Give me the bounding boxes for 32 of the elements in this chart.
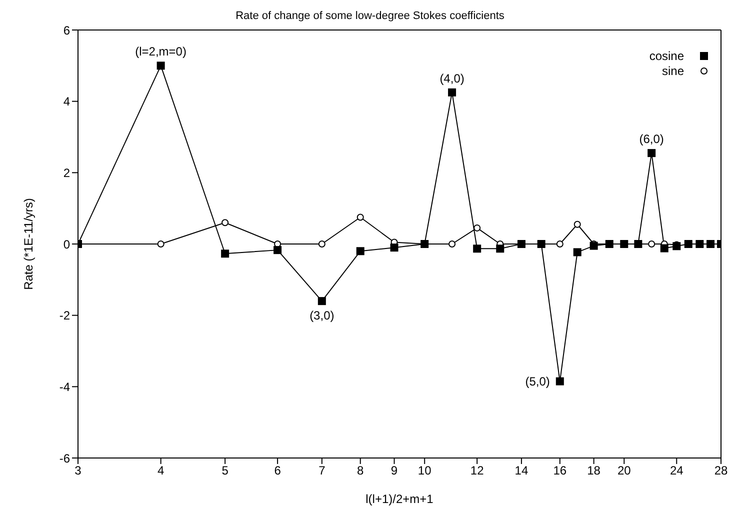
x-tick-label: 8	[357, 464, 364, 478]
legend-label: sine	[662, 64, 684, 78]
y-tick-label: -4	[59, 380, 70, 394]
y-tick-label: 2	[63, 166, 70, 180]
annotation: (l=2,m=0)	[135, 44, 186, 59]
y-tick-label: 0	[63, 237, 70, 252]
y-tick-label: -6	[59, 451, 70, 466]
annotation: (6,0)	[639, 132, 664, 146]
y-tick-label: 4	[63, 94, 70, 109]
x-tick-label: 7	[318, 464, 326, 478]
legend-label: cosine	[649, 48, 684, 62]
x-tick-label: 16	[553, 464, 567, 478]
x-tick-label: 3	[74, 464, 82, 478]
x-tick-label: 6	[274, 464, 282, 478]
x-tick-label: 4	[157, 464, 164, 478]
x-tick-label: 14	[514, 464, 528, 478]
x-axis-title: l(l+1)/2+m+1	[366, 492, 434, 506]
x-tick-label: 24	[670, 464, 684, 478]
x-tick-label: 18	[587, 464, 601, 478]
annotation: (5,0)	[525, 374, 550, 389]
y-tick-label: -2	[59, 308, 70, 323]
y-axis-title: Rate (*1E-11/yrs)	[21, 198, 36, 290]
chart-title: Rate of change of some low-degree Stokes coefficients	[234, 10, 506, 22]
x-tick-label: 12	[470, 464, 484, 478]
x-tick-label: 5	[222, 464, 229, 478]
x-tick-label: 28	[714, 464, 728, 478]
annotation: (3,0)	[310, 308, 334, 323]
y-tick-label: 6	[63, 23, 70, 38]
x-tick-label: 20	[617, 464, 632, 478]
annotation: (4,0)	[440, 71, 464, 86]
x-tick-label: 9	[390, 464, 398, 478]
x-tick-label: 10	[418, 464, 432, 478]
